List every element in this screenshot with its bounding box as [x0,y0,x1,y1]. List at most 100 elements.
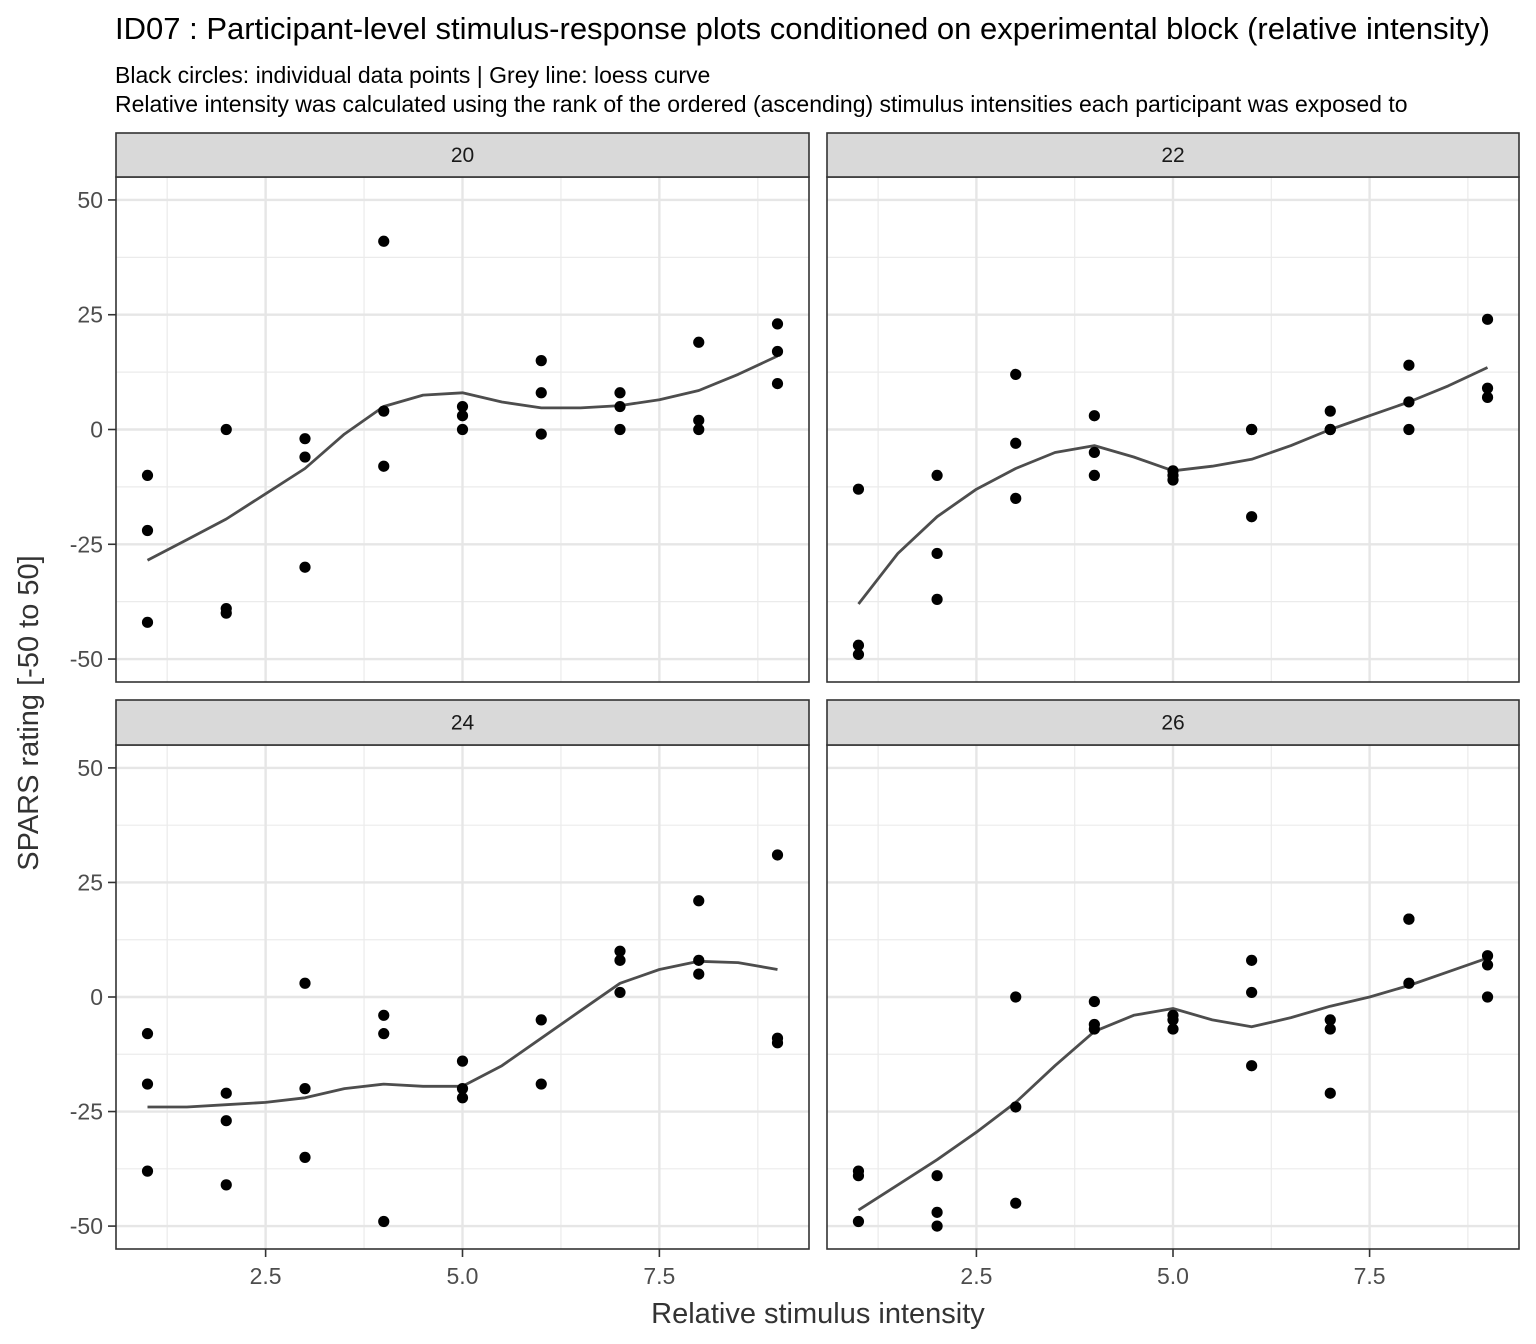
data-point [771,1037,784,1049]
x-tick-label: 7.5 [643,1263,675,1289]
data-point [693,336,705,348]
y-tick-label: 25 [77,302,103,328]
data-point [1088,995,1100,1008]
data-point [378,1009,390,1021]
data-point [1010,368,1022,381]
facet-panel-24: 24 50 25 0 -25 -50 2.5 5.0 7.5 [70,699,810,1289]
data-point [378,1215,390,1228]
facet-strip-label: 26 [1161,712,1184,735]
data-point [1246,423,1258,436]
y-tick-label: -50 [70,1213,103,1239]
data-point [771,849,784,861]
data-point [141,1165,154,1177]
data-point [456,1092,469,1104]
data-point [852,1215,865,1228]
data-point [1167,474,1179,486]
data-point [141,616,154,628]
data-point [535,428,547,440]
loess-curve [146,354,779,562]
data-point [456,423,469,436]
data-point [1481,382,1494,394]
data-point [1324,1023,1336,1035]
facet-strip-label: 24 [451,712,475,735]
facet-strip [826,699,1520,746]
data-point [1481,991,1494,1003]
data-point [1246,511,1258,523]
data-point [456,1055,469,1067]
facet-strip-label: 20 [451,144,474,167]
data-point [141,1078,154,1090]
data-point [1324,1014,1336,1026]
x-tick-label: 7.5 [1354,1263,1386,1289]
facet-strip [115,132,810,178]
data-point [1010,1101,1022,1113]
data-point [614,387,626,399]
data-point [535,1014,547,1026]
data-point [141,1028,154,1040]
data-point [1088,446,1100,459]
x-tick-label: 5.0 [447,1263,479,1289]
data-point [693,968,705,980]
facet-panel-22: 22 [826,132,1520,683]
data-point [1324,1087,1336,1099]
data-point [852,483,865,495]
data-point [1481,959,1494,971]
data-point [1324,423,1336,436]
data-point [378,405,390,417]
data-point [1088,469,1100,482]
data-point [1403,359,1415,371]
data-point [693,954,705,966]
data-point [220,607,232,619]
data-point [1010,1197,1022,1209]
data-point [535,387,547,399]
data-point [1246,1060,1258,1072]
data-point [693,423,705,436]
y-tick-label: -25 [70,531,103,557]
data-point [1481,313,1494,325]
y-tick-label: -25 [70,1099,103,1125]
y-tick-label: 0 [90,417,103,443]
data-point [1403,913,1415,925]
y-tick-label: 50 [77,187,103,213]
data-point [1010,991,1022,1003]
data-point [693,414,705,426]
data-point [1246,954,1258,966]
data-point [141,524,154,537]
chart-title: ID07 : Participant-level stimulus-respon… [115,11,1490,46]
facet-strip [826,132,1520,178]
data-point [535,1078,547,1090]
data-point [1167,1023,1179,1035]
y-axis-title: SPARS rating [-50 to 50] [13,555,45,870]
data-point [1088,410,1100,422]
data-point [931,1170,943,1182]
facet-panel-20: 20 50 25 0 -25 -50 [70,132,810,683]
data-point [535,355,547,367]
data-point [852,648,865,661]
data-point [931,469,943,482]
data-point [1088,1023,1100,1035]
x-tick-label: 2.5 [250,1263,282,1289]
data-point [141,469,154,482]
data-point [1010,492,1022,504]
data-point [771,345,784,358]
x-tick-label: 2.5 [960,1263,992,1289]
data-point [931,547,943,560]
facet-panel-26: 26 2.5 5.0 7.5 [826,699,1520,1289]
data-point [614,986,626,999]
chart-subtitle-line-1: Black circles: individual data points | … [115,62,710,88]
y-tick-label: 25 [77,869,103,895]
data-point [614,400,626,413]
chart-subtitle-line-2: Relative intensity was calculated using … [115,91,1408,117]
facet-strip [115,699,810,746]
data-point [1324,405,1336,417]
data-point [220,423,232,436]
data-point [378,235,390,247]
data-point [931,593,943,605]
loess-curve [857,956,1488,1212]
data-point [456,410,469,422]
data-point [852,1170,865,1182]
data-point [693,895,705,907]
